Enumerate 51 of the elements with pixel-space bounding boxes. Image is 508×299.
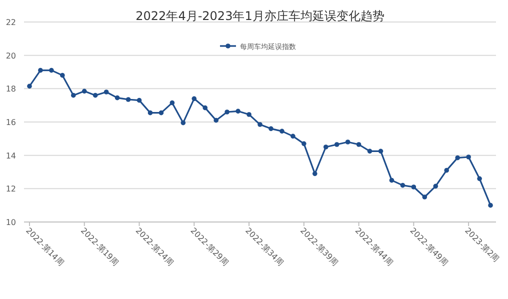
point — [202, 105, 208, 110]
point — [27, 84, 32, 89]
point — [334, 142, 340, 147]
point — [49, 68, 54, 73]
point — [345, 140, 350, 144]
y-tick-label: 14 — [6, 151, 16, 160]
point — [148, 110, 153, 116]
point — [422, 194, 428, 200]
point — [258, 122, 262, 127]
y-tick-label: 16 — [6, 118, 16, 127]
point — [192, 96, 197, 102]
point — [170, 100, 175, 106]
point — [312, 171, 318, 176]
point — [444, 168, 450, 173]
chart-title: 2022年4月-2023年1月亦庄车均延误变化趋势 — [136, 9, 384, 23]
point — [246, 112, 252, 117]
point — [180, 120, 186, 126]
point — [389, 178, 394, 183]
point — [378, 148, 384, 154]
point — [224, 110, 230, 114]
y-tick-label: 18 — [6, 84, 16, 94]
point — [280, 128, 284, 134]
point — [70, 92, 76, 98]
point — [92, 92, 98, 98]
point — [136, 98, 142, 103]
point — [356, 142, 362, 147]
point — [367, 148, 372, 154]
point — [411, 184, 416, 190]
point — [433, 184, 438, 189]
point — [290, 134, 296, 139]
y-tick-label: 20 — [6, 51, 16, 60]
point — [302, 141, 306, 146]
point — [477, 176, 482, 182]
y-tick-label: 12 — [6, 184, 16, 194]
point — [38, 68, 43, 73]
point — [268, 126, 274, 132]
point — [214, 118, 218, 123]
point — [466, 154, 471, 160]
point — [455, 155, 460, 160]
point — [114, 95, 120, 100]
point — [60, 72, 65, 78]
point — [400, 182, 406, 188]
point — [236, 108, 240, 114]
point — [104, 90, 109, 94]
point — [82, 88, 87, 94]
point — [488, 202, 493, 208]
point — [323, 144, 328, 150]
y-tick-label: 22 — [6, 18, 16, 27]
point — [158, 110, 164, 116]
y-tick-label: 10 — [6, 218, 16, 227]
point — [126, 97, 131, 102]
